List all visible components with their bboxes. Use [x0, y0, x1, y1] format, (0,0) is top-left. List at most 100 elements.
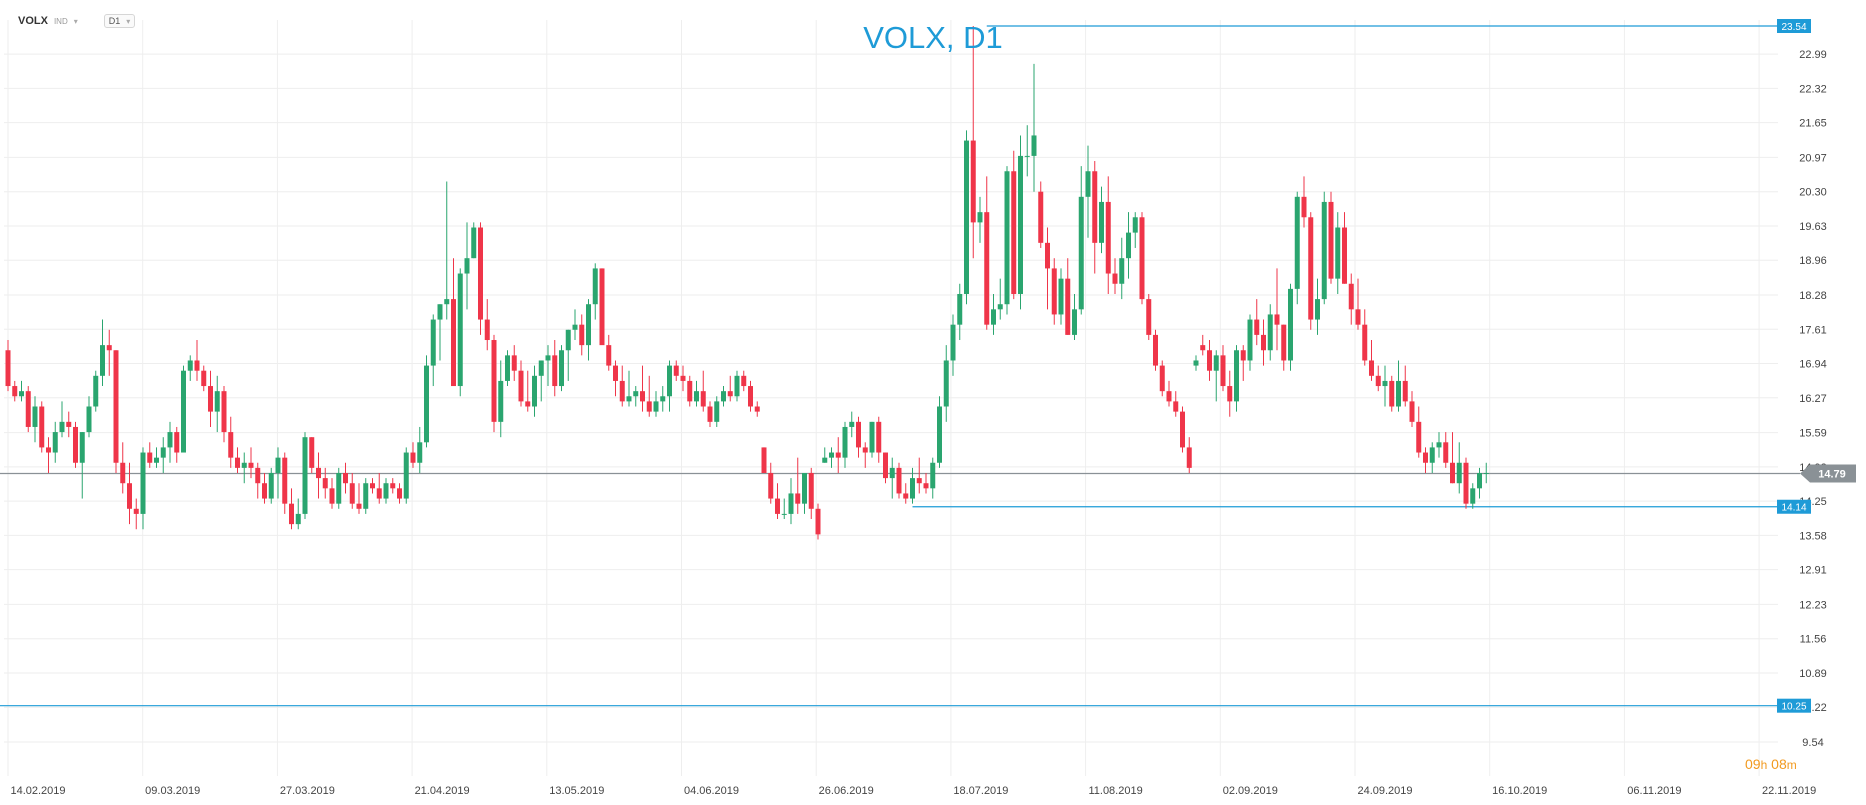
candle-down: [1375, 375, 1381, 387]
last-price-tag: [1800, 464, 1856, 483]
candle-down: [39, 406, 45, 448]
candle-up: [160, 447, 166, 458]
candle-up: [626, 396, 632, 402]
x-tick-label: 16.10.2019: [1492, 785, 1547, 797]
candle-up: [498, 380, 504, 422]
candle-up: [336, 472, 342, 504]
candle-down: [343, 472, 348, 484]
y-tick-label: 20.30: [1799, 187, 1827, 199]
x-tick-label: 22.11.2019: [1762, 785, 1816, 797]
candle-up: [383, 483, 389, 499]
candle-up: [1470, 488, 1476, 504]
level-tag-label: 14.14: [1781, 503, 1806, 514]
candle-up: [437, 304, 443, 320]
candle-down: [673, 365, 679, 376]
y-tick-label: 19.63: [1799, 221, 1827, 233]
y-tick-label: 22.32: [1799, 83, 1827, 95]
candle-down: [120, 462, 126, 484]
y-tick-label: 16.94: [1799, 359, 1827, 371]
candle-down: [484, 319, 490, 341]
candle-up: [1132, 217, 1138, 233]
candle-down: [1416, 421, 1422, 453]
candle-up: [1072, 309, 1077, 335]
x-tick-label: 13.05.2019: [549, 785, 604, 797]
candle-up: [667, 365, 672, 397]
candle-up: [1315, 299, 1320, 320]
level-tag: [1777, 698, 1811, 713]
candle-up: [565, 329, 571, 351]
candle-up: [424, 365, 429, 443]
candle-down: [1261, 334, 1266, 351]
symbol-name[interactable]: VOLX: [18, 15, 48, 27]
candle-up: [167, 432, 173, 448]
candle-up: [930, 462, 936, 489]
x-tick-label: 14.02.2019: [10, 785, 65, 797]
candle-up: [181, 370, 186, 453]
candle-up: [943, 360, 949, 407]
candle-down: [370, 483, 375, 489]
candle-down: [646, 401, 652, 412]
candle-down: [25, 391, 31, 427]
candle-down: [619, 380, 625, 402]
candle-down: [235, 457, 240, 468]
candle-up: [721, 391, 726, 402]
candle-up: [1031, 135, 1037, 156]
chart-title: VOLX, D1: [863, 20, 1003, 55]
candle-up: [444, 299, 450, 305]
candle-down: [329, 488, 335, 504]
candle-up: [802, 472, 807, 504]
candle-up: [781, 513, 787, 515]
price-axis: 22.99 22.32 21.65 20.97 20.30 19.63 18.96 18.28…: [1799, 49, 1827, 749]
level-tag: [1777, 19, 1811, 33]
candle-up: [1058, 278, 1064, 315]
timeframe-select[interactable]: D1 ▾: [103, 14, 136, 28]
candle-up: [140, 452, 146, 514]
x-tick-label: 02.09.2019: [1223, 785, 1278, 797]
candle-up: [977, 212, 983, 223]
candle-down: [478, 227, 483, 320]
candle-up: [829, 452, 834, 458]
candle-up: [19, 391, 24, 397]
candle-down: [12, 386, 18, 397]
x-tick-label: 27.03.2019: [280, 785, 335, 797]
candle-down: [1409, 401, 1415, 422]
candle-down: [1328, 201, 1334, 279]
candle-down: [680, 375, 686, 381]
candle-up: [964, 140, 969, 294]
candle-up: [1004, 171, 1010, 305]
candle-up: [1126, 232, 1131, 259]
candle-down: [808, 472, 814, 509]
candle-up: [86, 406, 92, 433]
candle-up: [734, 375, 740, 397]
candle-up: [592, 268, 598, 305]
candle-up: [214, 391, 220, 412]
x-tick-label: 24.09.2019: [1357, 785, 1412, 797]
candle-up: [187, 360, 193, 371]
candle-up: [1193, 360, 1199, 366]
countdown-hours: 09: [1745, 756, 1761, 772]
y-tick-label: 17.61: [1799, 324, 1827, 336]
candle-down: [174, 432, 180, 453]
candle-down: [282, 457, 288, 504]
candle-down: [127, 483, 132, 509]
candle-down: [1220, 355, 1226, 387]
candle-down: [248, 462, 254, 468]
candle-down: [579, 324, 585, 346]
candle-up: [241, 462, 247, 468]
candle-down: [599, 268, 605, 346]
candle-down: [1254, 319, 1260, 335]
y-tick-label: 18.96: [1799, 255, 1827, 267]
candle-down: [208, 386, 213, 412]
candle-down: [133, 508, 139, 514]
candle-down: [876, 421, 882, 453]
candle-down: [1159, 365, 1165, 392]
candle-up: [1267, 314, 1273, 351]
x-tick-label: 09.03.2019: [145, 785, 200, 797]
candle-down: [518, 370, 524, 402]
level-tag-label: 10.25: [1781, 702, 1806, 713]
symbol-dropdown-icon[interactable]: ▾: [73, 16, 78, 26]
candle-down: [1112, 273, 1118, 284]
candle-up: [100, 345, 105, 376]
